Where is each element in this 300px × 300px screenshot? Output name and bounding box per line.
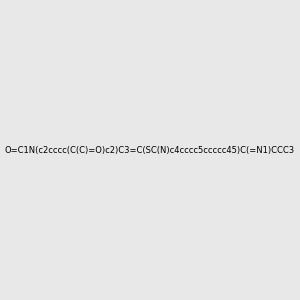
Text: O=C1N(c2cccc(C(C)=O)c2)C3=C(SC(N)c4cccc5ccccc45)C(=N1)CCC3: O=C1N(c2cccc(C(C)=O)c2)C3=C(SC(N)c4cccc5…: [5, 146, 295, 154]
